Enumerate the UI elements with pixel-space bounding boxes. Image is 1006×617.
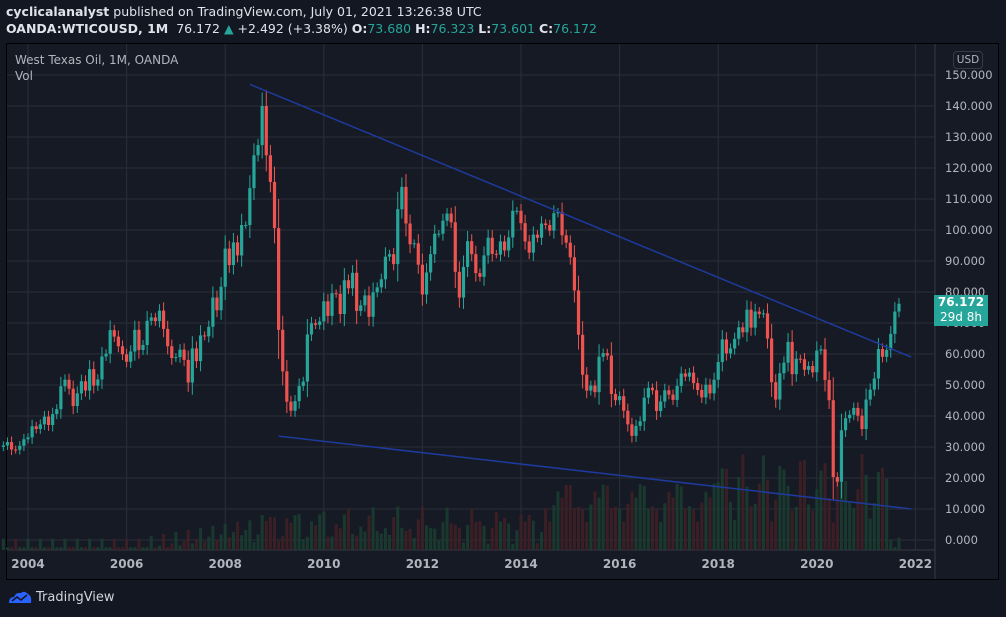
time-tick-label: 2006	[109, 557, 144, 571]
brand-name: TradingView	[36, 589, 115, 605]
last-price: 76.172	[176, 21, 220, 36]
publish-info: cyclicalanalyst published on TradingView…	[6, 4, 482, 19]
time-tick-label: 2010	[307, 557, 341, 571]
price-tick-label: 60.000	[945, 347, 986, 361]
time-tick-label: 2022	[898, 557, 933, 571]
published-text: published on TradingView.com, July 01, 2…	[113, 4, 482, 19]
low-label: L:	[478, 21, 492, 36]
time-tick-label: 2008	[208, 557, 242, 571]
price-tick-label: 120.000	[945, 161, 993, 175]
series-title[interactable]: West Texas Oil, 1M, OANDA	[15, 53, 179, 67]
price-tick-label: 150.000	[945, 68, 993, 82]
open-value: 73.680	[367, 21, 412, 36]
price-tick-label: 140.000	[945, 99, 993, 113]
price-change: +2.492 (+3.38%)	[237, 21, 348, 36]
up-arrow-icon: ▲	[223, 21, 234, 36]
chart-legend: West Texas Oil, 1M, OANDA Vol	[15, 53, 178, 83]
time-tick-label: 2016	[602, 557, 637, 571]
tradingview-logo-icon	[9, 591, 32, 603]
time-tick-label: 2012	[405, 557, 440, 571]
price-tick-label: 50.000	[945, 378, 986, 392]
bar-countdown: 29d 8h	[940, 310, 982, 324]
open-label: O:	[351, 21, 368, 36]
price-tick-label: 10.000	[945, 502, 986, 516]
currency-button[interactable]: USD	[953, 51, 983, 69]
high-label: H:	[415, 21, 431, 36]
last-price-tag-value: 76.172	[937, 295, 985, 309]
time-tick-label: 2014	[504, 557, 538, 571]
symbol-ohlc-bar: OANDA:WTICOUSD, 1M 76.172 ▲ +2.492 (+3.3…	[6, 21, 597, 36]
last-price-tag: 76.172 29d 8h	[934, 295, 988, 326]
time-tick-label: 2004	[11, 557, 45, 571]
price-tick-label: 110.000	[945, 192, 993, 206]
author-name[interactable]: cyclicalanalyst	[6, 4, 110, 19]
volume-label[interactable]: Vol	[15, 69, 33, 83]
price-tick-label: 130.000	[945, 130, 993, 144]
tradingview-branding[interactable]: TradingView	[8, 589, 115, 605]
price-tick-label: 30.000	[945, 440, 986, 454]
price-tick-label: 40.000	[945, 409, 986, 423]
close-value: 76.172	[553, 21, 597, 36]
price-tick-label: 90.000	[945, 254, 986, 268]
time-tick-label: 2018	[701, 557, 735, 571]
symbol-label: OANDA:WTICOUSD, 1M	[6, 21, 169, 36]
low-value: 73.601	[491, 21, 535, 36]
price-tick-label: 100.000	[945, 223, 993, 237]
time-tick-label: 2020	[800, 557, 834, 571]
price-tick-label: 20.000	[945, 471, 986, 485]
price-tick-label: 0.000	[945, 533, 978, 547]
close-label: C:	[538, 21, 554, 36]
high-value: 76.323	[430, 21, 475, 36]
